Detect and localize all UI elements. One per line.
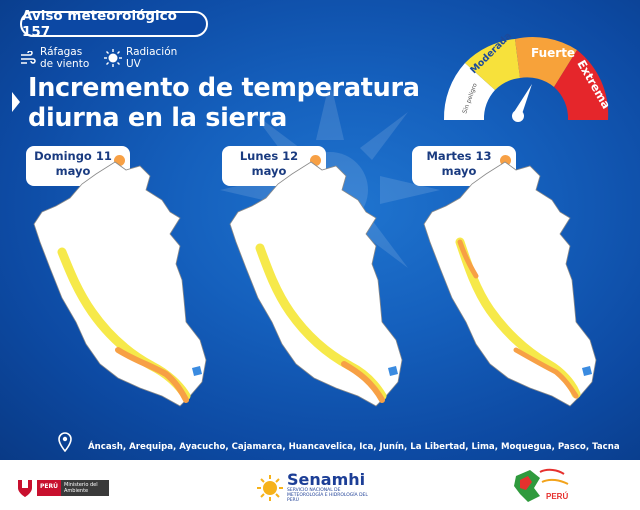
risk-gauge: Sin peligro Moderada Fuerte Extrema: [443, 30, 614, 122]
title-line-1: Incremento de temperatura: [28, 73, 420, 103]
day-label-month: mayo: [55, 164, 91, 178]
gauge-segment-moderate: [465, 39, 520, 90]
alert-band-orange: [341, 361, 385, 403]
day-label-date: Domingo 11: [34, 149, 112, 163]
peru-map-shape: [229, 161, 403, 407]
peru-coat-of-arms-icon: [18, 480, 32, 497]
day-label-month: mayo: [251, 164, 287, 178]
legend-wind-gusts-label: Ráfagas de viento: [40, 46, 90, 70]
legend-wind-gusts: Ráfagas de viento: [20, 46, 92, 70]
lake-titicaca: [582, 366, 592, 376]
warning-number-badge: Aviso meteorológico 157: [20, 8, 208, 40]
senamhi-sun-icon: [257, 474, 283, 501]
lake-titicaca: [388, 366, 398, 376]
gauge-segment-none: [443, 63, 495, 120]
peru-brand-logo: PERÚ: [514, 468, 568, 502]
legend-uv-radiation: Radiación UV: [104, 46, 178, 70]
footer-logos: PERÚ Ministerio del Ambiente Senamhi SER…: [0, 460, 640, 510]
day-label-lunes: Lunes 12 mayo: [222, 146, 326, 186]
gauge-segment-strong: [515, 37, 577, 87]
alert-band-orange: [457, 239, 479, 279]
page-title: Incremento de temperatura diurna en la s…: [28, 73, 420, 133]
day-label-month: mayo: [441, 164, 477, 178]
lake-titicaca: [192, 366, 202, 376]
warning-dot-icon: [310, 155, 321, 166]
title-line-2: diurna en la sierra: [28, 103, 287, 133]
alert-band-orange: [513, 347, 579, 399]
weather-warning-poster: Aviso meteorológico 157 Ráfagas de vient…: [0, 0, 640, 460]
gauge-needle: [514, 84, 532, 114]
peru-map-shape: [423, 161, 597, 407]
peru-brand-text: PERÚ: [546, 492, 568, 501]
affected-regions-list: Áncash, Arequipa, Ayacucho, Cajamarca, H…: [88, 442, 620, 452]
senamhi-name: Senamhi: [287, 470, 366, 489]
peru-map-shape: [33, 161, 207, 407]
warning-dot-icon: [114, 155, 125, 166]
gauge-hub: [512, 110, 524, 122]
peru-map-martes: [423, 161, 597, 407]
wind-gusts-icon: [21, 51, 36, 64]
peru-map-domingo: [33, 161, 207, 407]
ministry-country: PERÚ: [37, 480, 61, 496]
peru-map-lunes: [229, 161, 403, 407]
title-arrow-icon: [12, 92, 20, 112]
ministry-logo: PERÚ Ministerio del Ambiente: [16, 478, 109, 498]
alert-band-orange: [115, 347, 189, 403]
senamhi-logo: Senamhi SERVICIO NACIONAL DE METEOROLOGÍ…: [256, 472, 373, 503]
location-pin-icon: [58, 432, 72, 452]
gauge-label-strong: Fuerte: [531, 46, 575, 60]
day-label-date: Lunes 12: [239, 149, 299, 163]
day-label-date: Martes 13: [426, 149, 492, 163]
warning-dot-icon: [500, 155, 511, 166]
senamhi-subtitle: SERVICIO NACIONAL DE METEOROLOGÍA E HIDR…: [287, 488, 368, 503]
ministry-name: Ministerio del Ambiente: [61, 480, 109, 496]
uv-radiation-icon: [104, 49, 122, 67]
gauge-segment-extreme: [554, 50, 609, 120]
legend-uv-radiation-label: Radiación UV: [126, 46, 178, 70]
